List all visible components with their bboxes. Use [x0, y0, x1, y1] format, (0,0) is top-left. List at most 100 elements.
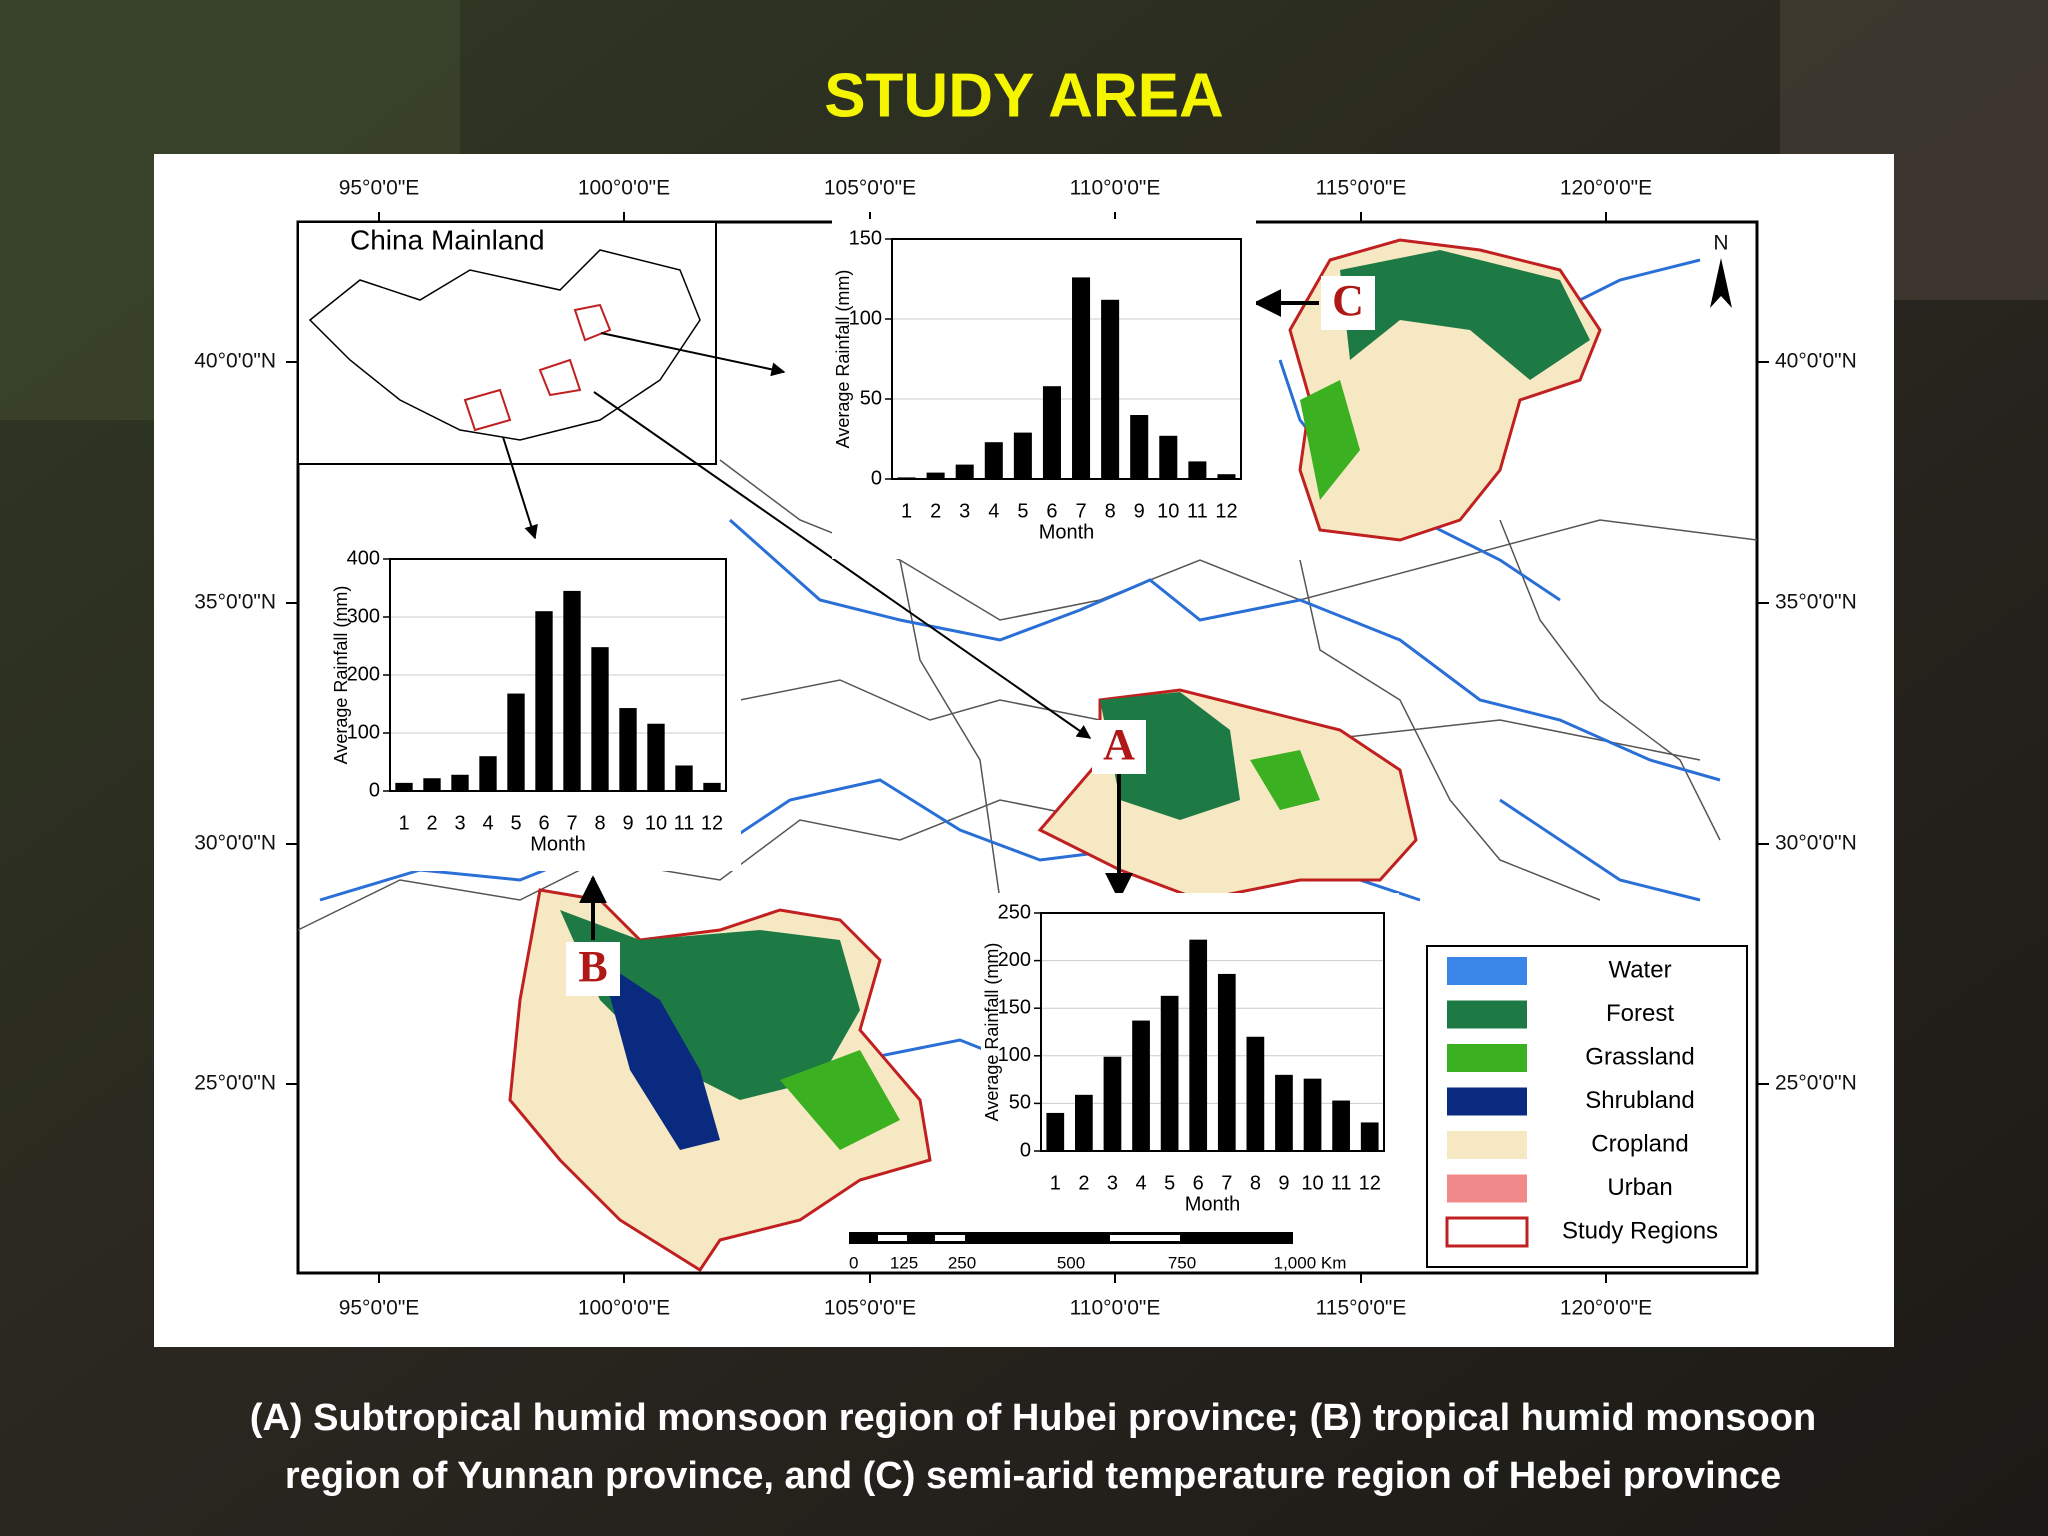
y-tick-label: 300: [347, 605, 380, 627]
bar: [647, 723, 665, 791]
x-tick-label: 6: [538, 812, 549, 834]
legend-label: Cropland: [1591, 1130, 1688, 1157]
y-tick-label: 50: [1009, 1092, 1031, 1114]
x-tick-label: 3: [959, 500, 970, 522]
x-tick-label: 4: [1135, 1172, 1146, 1194]
lon-label: 100°0'0"E: [578, 177, 670, 200]
legend-label: Water: [1608, 956, 1671, 983]
lon-label: 115°0'0"E: [1316, 1297, 1407, 1320]
bar: [1303, 1078, 1322, 1151]
legend-swatch: [1447, 1000, 1527, 1029]
x-axis-title: Month: [1185, 1193, 1241, 1215]
scale-label: 500: [1057, 1253, 1085, 1272]
bar: [1217, 474, 1236, 479]
legend-label: Forest: [1606, 1000, 1674, 1027]
region-label-box: [566, 942, 620, 996]
x-tick-label: 11: [1187, 500, 1208, 522]
lon-label: 105°0'0"E: [824, 177, 916, 200]
y-tick-label: 400: [347, 547, 380, 569]
lat-label: 35°0'0"N: [194, 591, 276, 614]
x-tick-label: 2: [930, 500, 941, 522]
lon-label: 95°0'0"E: [339, 177, 420, 200]
scale-label: 1,000 Km: [1274, 1253, 1347, 1272]
bar: [1360, 1122, 1379, 1151]
y-tick-label: 200: [347, 663, 380, 685]
scale-label: 750: [1168, 1253, 1196, 1272]
x-tick-label: 7: [1075, 500, 1086, 522]
lon-label: 105°0'0"E: [824, 1297, 916, 1320]
bar: [984, 442, 1003, 479]
plot-frame: [891, 238, 1242, 480]
region-label: C: [1332, 276, 1364, 325]
inset-title: China Mainland: [350, 224, 545, 255]
legend-swatch: [1445, 1216, 1529, 1248]
legend-swatch: [1447, 1087, 1527, 1116]
legend-label: Shrubland: [1585, 1087, 1694, 1114]
x-tick-label: 5: [1164, 1172, 1175, 1194]
lon-label: 115°0'0"E: [1316, 177, 1407, 200]
x-axis-title: Month: [1039, 521, 1095, 543]
bar: [1160, 995, 1179, 1151]
legend-label: Grassland: [1585, 1043, 1694, 1070]
bar: [1101, 299, 1120, 479]
x-tick-label: 8: [1250, 1172, 1261, 1194]
inset-regions: [463, 303, 612, 432]
lon-label: 120°0'0"E: [1560, 1297, 1652, 1320]
bar: [591, 647, 609, 791]
bar: [1075, 1094, 1093, 1151]
lon-label: 120°0'0"E: [1560, 177, 1652, 200]
y-tick-label: 250: [998, 901, 1031, 923]
bar: [1159, 435, 1178, 479]
x-tick-label: 7: [1221, 1172, 1232, 1194]
legend-label: Urban: [1607, 1174, 1672, 1201]
scale-bar-segment: [878, 1235, 907, 1241]
y-tick-label: 100: [998, 1044, 1031, 1066]
bar: [1246, 1036, 1265, 1151]
y-tick-label: 100: [849, 307, 882, 329]
x-tick-label: 7: [566, 812, 577, 834]
bar: [423, 778, 441, 791]
bar: [1103, 1056, 1122, 1151]
x-tick-label: 6: [1193, 1172, 1204, 1194]
north-arrow: [1710, 258, 1732, 308]
x-tick-label: 1: [1050, 1172, 1061, 1194]
y-tick-label: 0: [1020, 1139, 1031, 1161]
lat-label: 40°0'0"N: [194, 350, 276, 373]
x-tick-label: 8: [1105, 500, 1116, 522]
bar: [563, 590, 581, 791]
bar: [507, 693, 525, 791]
x-tick-label: 10: [1301, 1172, 1323, 1194]
scale-label: 125: [890, 1253, 918, 1272]
north-label: N: [1713, 232, 1728, 255]
scale-bar-segment: [1110, 1235, 1180, 1241]
bar: [535, 611, 553, 791]
x-tick-label: 1: [901, 500, 912, 522]
plot-frame: [389, 558, 727, 792]
inset-box: [297, 221, 717, 465]
china-outline: [308, 249, 701, 441]
legend-label: Study Regions: [1562, 1217, 1718, 1244]
y-tick-label: 200: [998, 949, 1031, 971]
x-tick-label: 4: [482, 812, 493, 834]
x-tick-label: 11: [1331, 1172, 1352, 1194]
region-labels: A B C: [566, 276, 1375, 996]
scale-bar-segment: [935, 1235, 965, 1241]
lon-label: 110°0'0"E: [1070, 177, 1161, 200]
scale-label: 0: [849, 1253, 858, 1272]
caption-line: region of Yunnan province, and (C) semi-…: [285, 1455, 1781, 1497]
bar: [395, 782, 413, 791]
lon-label: 110°0'0"E: [1070, 1297, 1161, 1320]
bar: [1042, 386, 1061, 479]
x-tick-label: 10: [645, 812, 667, 834]
lat-label: 40°0'0"N: [1775, 350, 1857, 373]
x-tick-label: 8: [594, 812, 605, 834]
y-tick-label: 50: [860, 387, 882, 409]
bar: [1189, 939, 1208, 1151]
y-tick-label: 100: [347, 721, 380, 743]
bar: [619, 708, 637, 791]
x-tick-label: 10: [1157, 500, 1179, 522]
y-axis-title: Average Rainfall (mm): [982, 943, 1002, 1122]
bar: [1013, 432, 1032, 479]
y-tick-label: 0: [369, 779, 380, 801]
